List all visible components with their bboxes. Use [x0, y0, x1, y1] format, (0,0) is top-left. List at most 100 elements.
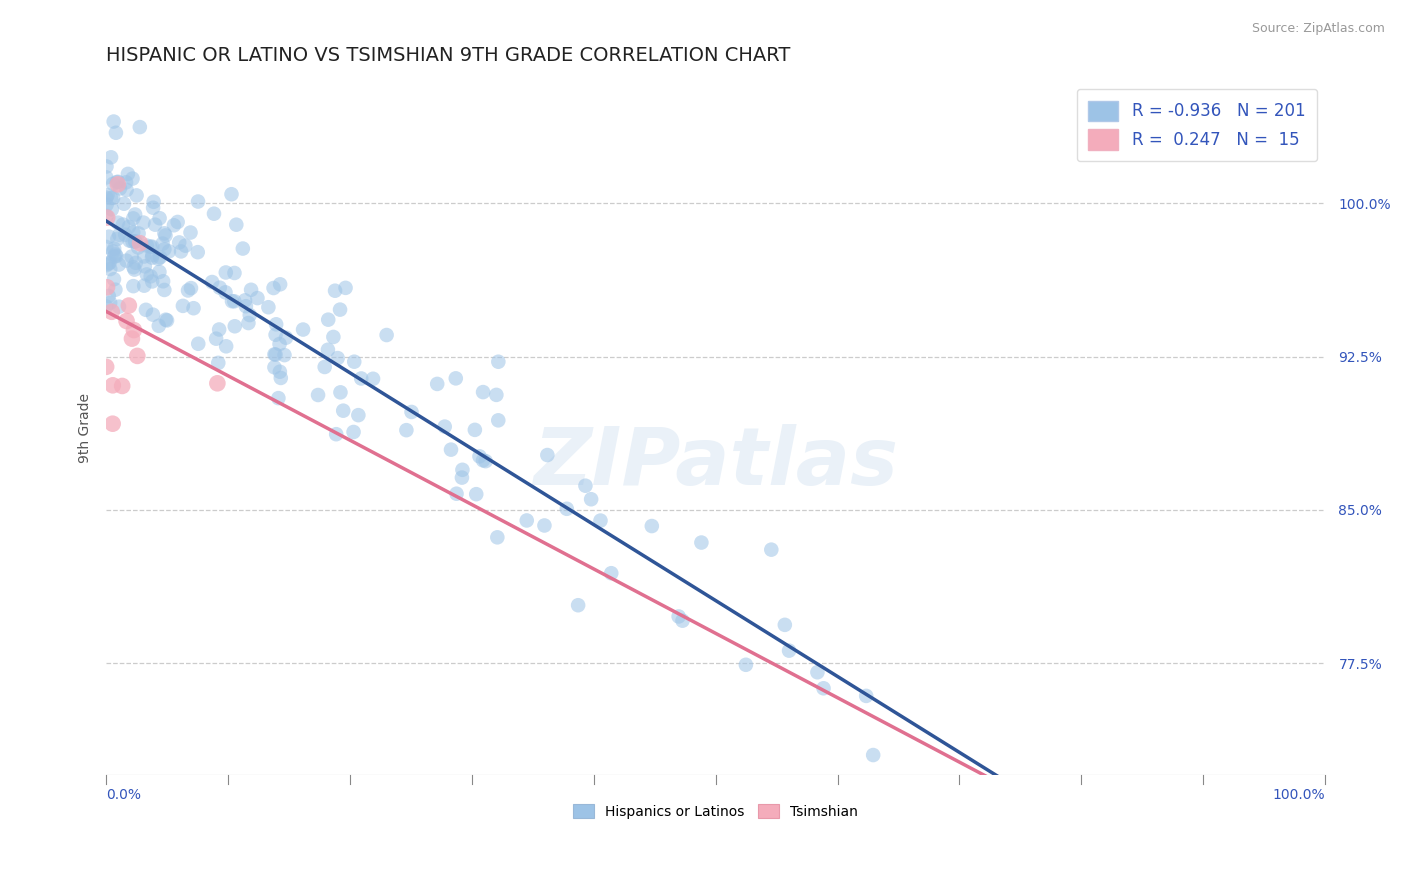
- Point: [806, 665, 828, 680]
- Point: [108, 300, 131, 314]
- Point: [141, 251, 163, 265]
- Point: [148, 318, 170, 333]
- Point: [668, 609, 690, 624]
- Point: [103, 114, 125, 128]
- Point: [96, 211, 118, 225]
- Point: [472, 453, 495, 467]
- Point: [127, 240, 149, 254]
- Point: [118, 299, 141, 313]
- Point: [855, 689, 877, 703]
- Point: [152, 274, 174, 288]
- Point: [224, 266, 246, 280]
- Point: [155, 228, 177, 243]
- Point: [142, 194, 165, 209]
- Point: [465, 487, 488, 501]
- Point: [446, 486, 468, 500]
- Point: [347, 408, 370, 422]
- Point: [128, 227, 150, 241]
- Point: [121, 235, 143, 249]
- Point: [97, 188, 120, 202]
- Point: [233, 293, 256, 308]
- Point: [98, 296, 121, 310]
- Point: [153, 283, 176, 297]
- Point: [761, 542, 783, 557]
- Point: [96, 191, 118, 205]
- Point: [121, 250, 143, 264]
- Point: [117, 167, 139, 181]
- Point: [224, 294, 246, 309]
- Point: [486, 355, 509, 369]
- Point: [180, 281, 202, 295]
- Point: [132, 216, 155, 230]
- Point: [122, 225, 145, 239]
- Point: [350, 371, 373, 385]
- Point: [671, 614, 693, 628]
- Point: [127, 349, 149, 363]
- Point: [96, 258, 118, 272]
- Point: [264, 348, 287, 362]
- Point: [205, 332, 228, 346]
- Point: [451, 463, 474, 477]
- Point: [96, 359, 118, 374]
- Point: [451, 470, 474, 484]
- Point: [128, 120, 150, 134]
- Point: [107, 216, 129, 230]
- Point: [118, 219, 141, 234]
- Point: [187, 336, 209, 351]
- Point: [111, 379, 134, 393]
- Point: [555, 501, 578, 516]
- Point: [734, 657, 756, 672]
- Point: [101, 191, 124, 205]
- Y-axis label: 9th Grade: 9th Grade: [79, 393, 93, 463]
- Point: [292, 322, 315, 336]
- Point: [124, 262, 146, 277]
- Point: [139, 240, 162, 254]
- Point: [96, 300, 118, 314]
- Point: [124, 207, 146, 221]
- Point: [148, 265, 170, 279]
- Point: [141, 275, 163, 289]
- Point: [108, 258, 131, 272]
- Point: [122, 260, 145, 275]
- Point: [214, 285, 236, 300]
- Point: [135, 268, 157, 282]
- Point: [257, 300, 280, 314]
- Text: 0.0%: 0.0%: [107, 788, 141, 802]
- Point: [115, 183, 138, 197]
- Point: [395, 423, 418, 437]
- Point: [153, 227, 176, 241]
- Point: [273, 348, 295, 362]
- Point: [121, 171, 143, 186]
- Point: [115, 253, 138, 268]
- Point: [263, 347, 285, 361]
- Point: [177, 284, 200, 298]
- Point: [96, 240, 118, 254]
- Point: [314, 359, 336, 374]
- Point: [135, 238, 157, 252]
- Point: [201, 275, 224, 289]
- Point: [98, 255, 121, 269]
- Point: [322, 330, 344, 344]
- Point: [172, 299, 194, 313]
- Point: [156, 313, 179, 327]
- Point: [101, 202, 124, 217]
- Point: [208, 281, 231, 295]
- Point: [104, 126, 127, 140]
- Point: [335, 281, 357, 295]
- Point: [108, 227, 131, 242]
- Point: [773, 618, 796, 632]
- Point: [97, 289, 120, 303]
- Point: [641, 519, 664, 533]
- Point: [141, 240, 163, 254]
- Point: [316, 343, 339, 357]
- Point: [316, 312, 339, 326]
- Point: [163, 219, 186, 233]
- Point: [142, 308, 165, 322]
- Point: [96, 197, 118, 211]
- Point: [96, 160, 118, 174]
- Point: [235, 299, 257, 313]
- Point: [187, 245, 209, 260]
- Point: [101, 244, 124, 259]
- Point: [343, 354, 366, 368]
- Point: [112, 196, 135, 211]
